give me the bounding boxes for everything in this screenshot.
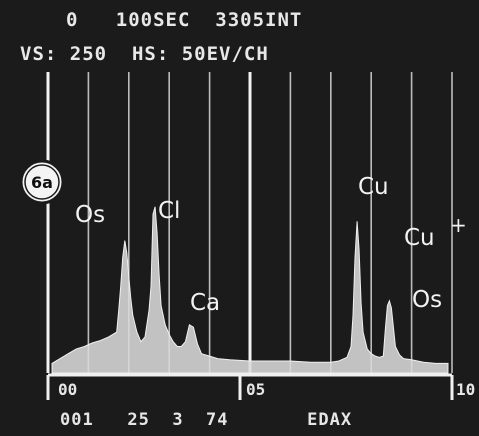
header-readout-line-2: VS: 250 HS: 50EV/CH bbox=[20, 43, 269, 65]
figure-badge-ring bbox=[24, 164, 60, 200]
x-tick-label-5: 05 bbox=[246, 380, 265, 399]
peak-label-os-right: Os bbox=[412, 287, 442, 313]
x-tick-label-10: 10 bbox=[456, 380, 475, 399]
grid-lines bbox=[46, 72, 453, 373]
peak-label-ca: Ca bbox=[190, 290, 220, 316]
footer-readout: 001 25 3 74 EDAX bbox=[60, 410, 352, 430]
peak-label-cu: Cu bbox=[358, 174, 389, 200]
figure-badge bbox=[19, 159, 65, 205]
peak-label-os-left: Os bbox=[75, 202, 105, 228]
spectrum-trace bbox=[51, 206, 449, 374]
peak-label-cl: Cl bbox=[158, 198, 180, 224]
peak-label-plus-sign: + bbox=[450, 213, 467, 237]
figure-badge-label: 6a bbox=[31, 173, 53, 192]
x-tick-label-0: 00 bbox=[58, 380, 77, 399]
header-readout-line-1: 0 100SEC 3305INT bbox=[66, 9, 302, 31]
peak-label-cu-plus: Cu bbox=[404, 225, 435, 251]
